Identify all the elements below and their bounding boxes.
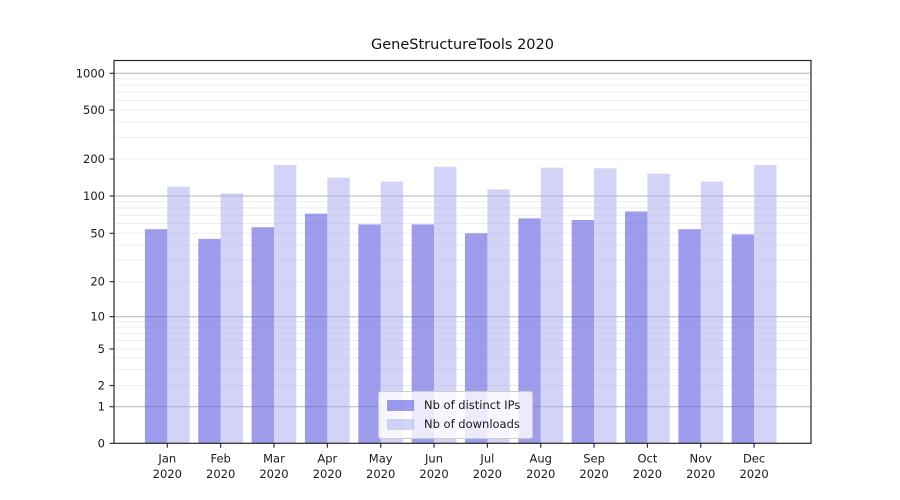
bar-distinct-ips-jan — [144, 229, 168, 444]
y-tick-label: 0 — [98, 436, 105, 450]
bar-distinct-ips-may — [358, 224, 381, 444]
bar-downloads-sep — [594, 168, 617, 444]
x-tick-label-month: May — [369, 452, 393, 466]
bar-distinct-ips-nov — [678, 229, 701, 444]
x-tick-label-year: 2020 — [633, 467, 662, 481]
x-tick-label-month: Sep — [583, 452, 605, 466]
chart-title: GeneStructureTools 2020 — [371, 37, 554, 53]
x-tick-label-month: Mar — [263, 452, 285, 466]
bar-distinct-ips-mar — [251, 227, 274, 444]
bar-downloads-jan — [167, 186, 190, 444]
x-tick-label-year: 2020 — [686, 467, 715, 481]
y-tick-label: 200 — [83, 152, 105, 166]
bar-distinct-ips-dec — [731, 234, 755, 444]
legend: Nb of distinct IPs Nb of downloads — [378, 391, 534, 439]
x-tick-label-month: Jul — [479, 452, 494, 466]
legend-item-downloads: Nb of downloads — [387, 417, 520, 431]
x-tick-label-year: 2020 — [366, 467, 395, 481]
x-tick-label-month: Nov — [690, 452, 713, 466]
x-tick-label-month: Apr — [317, 452, 337, 466]
bar-downloads-oct — [647, 173, 670, 444]
legend-swatch-downloads — [387, 418, 414, 430]
x-tick-label-year: 2020 — [419, 467, 448, 481]
bar-distinct-ips-jul — [464, 233, 488, 444]
plot-border — [113, 59, 812, 444]
legend-swatch-distinct-ips — [387, 399, 414, 411]
x-tick-label-year: 2020 — [313, 467, 342, 481]
bar-distinct-ips-oct — [625, 211, 648, 444]
bar-distinct-ips-feb — [198, 238, 221, 444]
bar-downloads-jul — [487, 189, 510, 444]
bar-downloads-feb — [220, 193, 244, 444]
x-tick-label-month: Jan — [157, 452, 176, 466]
x-tick-label-year: 2020 — [153, 467, 182, 481]
y-tick-label: 50 — [90, 226, 105, 240]
y-tick-label: 2 — [98, 379, 105, 393]
y-tick-label: 5 — [98, 342, 105, 356]
y-tick-label: 1000 — [76, 66, 105, 80]
legend-label-distinct-ips: Nb of distinct IPs — [424, 398, 521, 412]
y-tick-label: 500 — [83, 103, 105, 117]
bar-distinct-ips-jun — [411, 224, 435, 444]
x-tick-label-year: 2020 — [739, 467, 768, 481]
bar-downloads-aug — [540, 167, 564, 444]
x-tick-label-year: 2020 — [579, 467, 608, 481]
bar-downloads-may — [380, 181, 404, 444]
x-tick-label-month: Oct — [637, 452, 657, 466]
bar-downloads-jun — [434, 166, 457, 444]
bar-downloads-dec — [754, 164, 777, 444]
x-tick-label-year: 2020 — [473, 467, 502, 481]
bar-downloads-nov — [700, 181, 724, 444]
x-tick-label-month: Jun — [424, 452, 443, 466]
y-tick-label: 10 — [90, 310, 105, 324]
y-tick-label: 100 — [83, 189, 105, 203]
bar-distinct-ips-aug — [518, 218, 541, 444]
legend-label-downloads: Nb of downloads — [424, 417, 520, 431]
bar-downloads-mar — [273, 164, 297, 444]
bar-distinct-ips-apr — [304, 213, 328, 444]
y-tick-label: 20 — [90, 275, 105, 289]
x-tick-label-year: 2020 — [526, 467, 555, 481]
x-tick-label-month: Feb — [210, 452, 230, 466]
legend-item-distinct-ips: Nb of distinct IPs — [387, 398, 520, 412]
bar-distinct-ips-sep — [571, 220, 595, 444]
x-tick-label-year: 2020 — [206, 467, 235, 481]
x-tick-label-month: Dec — [743, 452, 765, 466]
bar-downloads-apr — [327, 177, 350, 444]
x-tick-label-year: 2020 — [259, 467, 288, 481]
x-tick-label-month: Aug — [529, 452, 551, 466]
y-tick-label: 1 — [98, 400, 105, 414]
